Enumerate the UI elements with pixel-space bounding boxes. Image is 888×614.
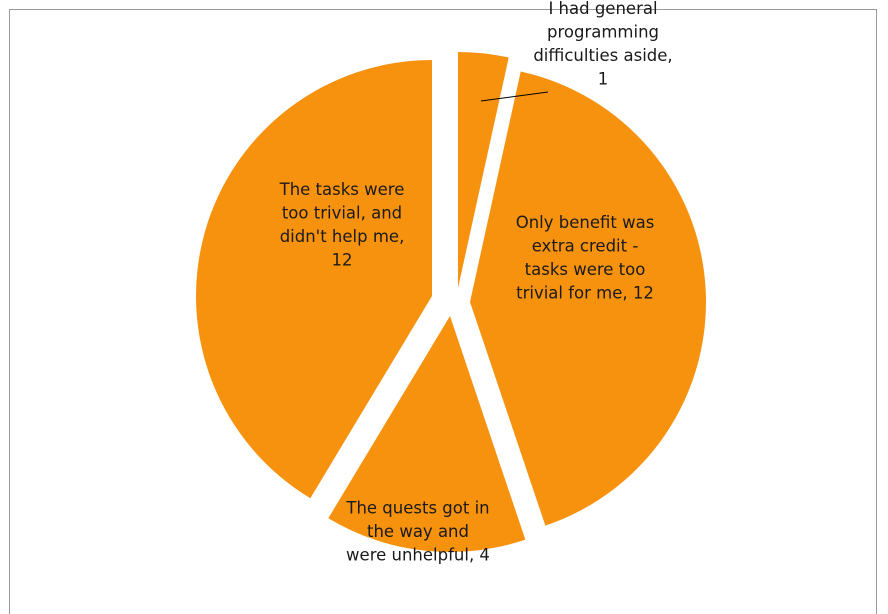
- leader-line: [480, 91, 549, 102]
- label-line: too trivial, and: [282, 203, 402, 222]
- label-line: didn't help me,: [280, 227, 405, 246]
- slice-extra-credit: [470, 71, 706, 526]
- label-line: programming: [547, 22, 659, 41]
- label-line: trivial for me, 12: [516, 283, 654, 302]
- label-line: extra credit -: [532, 236, 639, 255]
- label-extra-credit: Only benefit was extra credit - tasks were…: [516, 213, 655, 303]
- label-line: 1: [598, 69, 609, 88]
- label-line: The quests got in: [345, 499, 489, 518]
- label-quests-in-way: The quests got in the way and were unhelpf…: [345, 499, 490, 565]
- label-line: the way and: [367, 522, 469, 541]
- label-line: Only benefit was: [516, 213, 655, 232]
- slice-quests-in-way: [328, 316, 526, 552]
- label-line: tasks were too: [525, 260, 646, 279]
- label-line: The tasks were: [279, 180, 405, 199]
- label-tasks-too-trivial: The tasks were too trivial, and didn't hel…: [279, 180, 405, 270]
- label-line: difficulties aside,: [533, 46, 672, 65]
- slice-tasks-too-trivial: [195, 59, 432, 499]
- pie-labels: I had general programming difficulties asi…: [279, 0, 673, 565]
- pie-slices: [195, 52, 706, 552]
- slice-general-difficulties: [458, 52, 509, 288]
- label-line: 12: [332, 250, 353, 269]
- label-line: were unhelpful, 4: [346, 546, 490, 565]
- label-line: I had general: [548, 0, 657, 18]
- label-general-difficulties: I had general programming difficulties asi…: [533, 0, 672, 88]
